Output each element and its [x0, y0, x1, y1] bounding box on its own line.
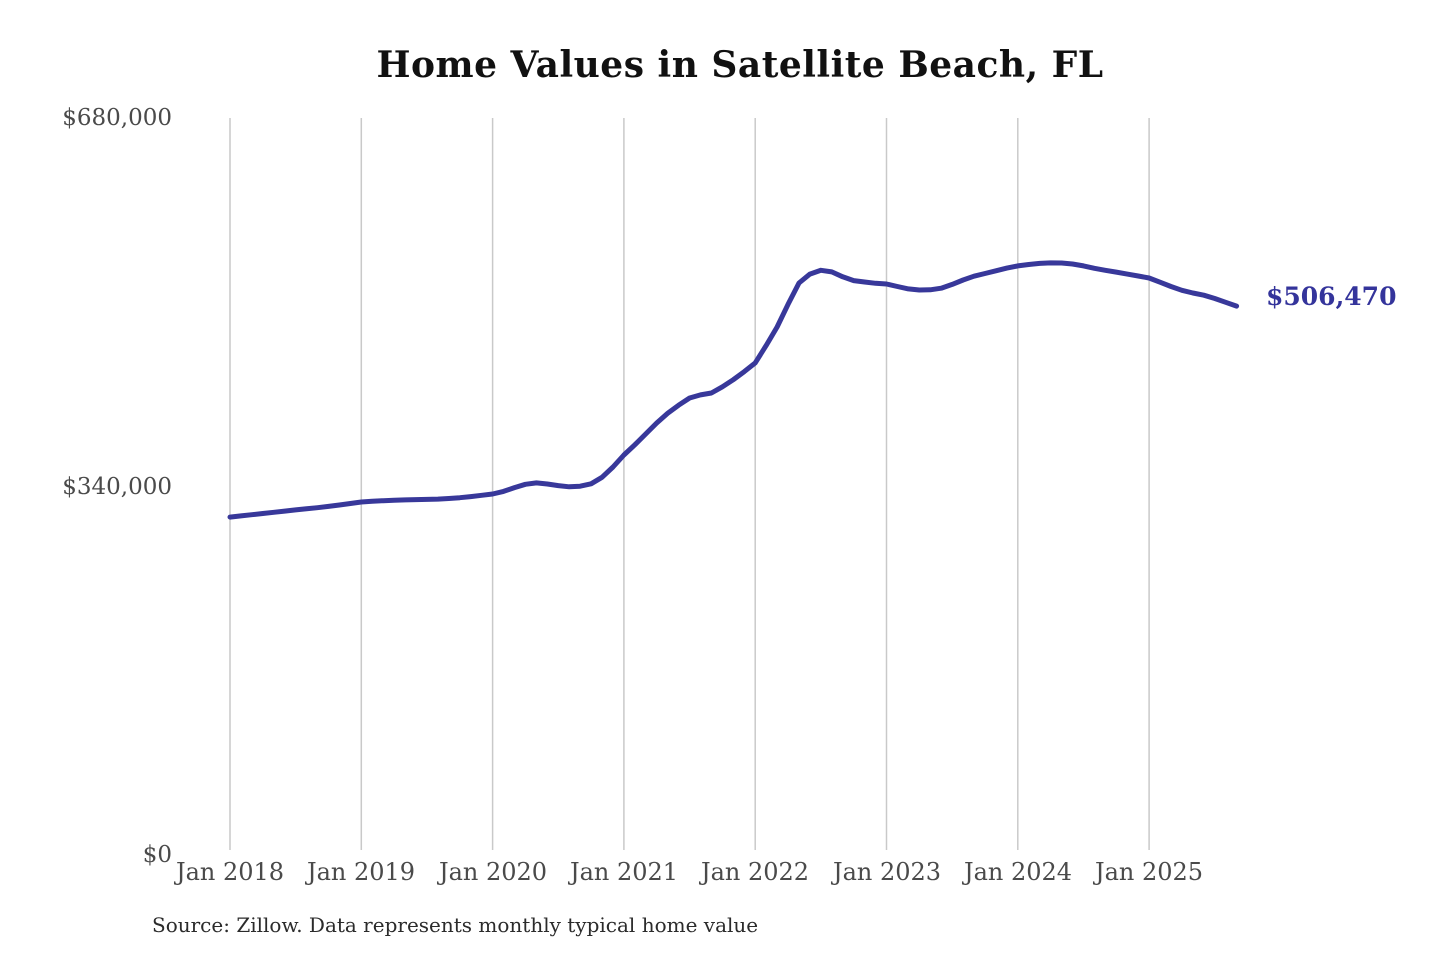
x-tick-label: Jan 2019: [306, 858, 416, 886]
chart-title: Home Values in Satellite Beach, FL: [376, 44, 1104, 86]
x-tick-label: Jan 2023: [832, 858, 942, 886]
value-line: [227, 260, 1240, 520]
y-tick-label: $0: [142, 842, 172, 868]
y-tick-label: $340,000: [62, 474, 172, 500]
x-tick-label: Jan 2018: [175, 858, 285, 886]
x-tick-label: Jan 2024: [963, 858, 1073, 886]
end-value-label: $506,470: [1266, 282, 1397, 311]
source-note: Source: Zillow. Data represents monthly …: [152, 913, 759, 937]
y-tick-label: $680,000: [62, 105, 172, 131]
x-tick-label: Jan 2020: [438, 858, 548, 886]
gridlines: [229, 118, 1150, 850]
x-tick-label: Jan 2022: [700, 858, 810, 886]
x-tick-label: Jan 2025: [1094, 858, 1204, 886]
x-tick-label: Jan 2021: [569, 858, 679, 886]
